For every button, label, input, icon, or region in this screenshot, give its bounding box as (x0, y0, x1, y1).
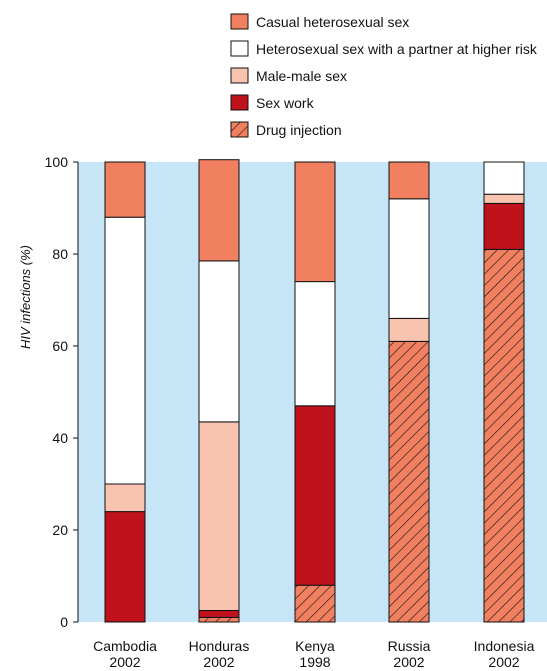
bar-segment-drug-injection (483, 248, 525, 623)
x-category-label: Honduras (189, 638, 250, 654)
x-category-year: 1998 (299, 654, 330, 670)
legend-label: Casual heterosexual sex (256, 14, 409, 30)
y-tick-label: 0 (60, 614, 68, 630)
x-category-year: 2002 (393, 654, 424, 670)
x-category-label: Russia (388, 638, 431, 654)
bar-segment-casual-heterosexual-sex (198, 159, 240, 262)
bar-segment-male-male-sex (483, 193, 525, 204)
x-category-label: Indonesia (474, 638, 535, 654)
legend-label: Male-male sex (256, 68, 347, 84)
x-category-label: Kenya (295, 638, 335, 654)
y-axis: 0 20 40 60 80 100 HIV infections (%) (18, 154, 79, 630)
legend-item: Heterosexual sex with a partner at highe… (230, 40, 538, 57)
legend-label: Sex work (256, 95, 315, 111)
bar-segment-drug-injection (388, 340, 430, 623)
bar-segment-sex-work (198, 610, 240, 618)
x-category-year: 2002 (109, 654, 140, 670)
bar-segment-casual-heterosexual-sex (104, 161, 146, 218)
bar-segment-heterosexual-sex-with-a-partner-at-higher-risk (483, 161, 525, 195)
bar-stack-indonesia (483, 161, 525, 623)
bar-stack-cambodia (104, 161, 146, 623)
bar-segment-heterosexual-sex-with-a-partner-at-higher-risk (294, 281, 336, 407)
bar-segment-heterosexual-sex-with-a-partner-at-higher-risk (388, 198, 430, 319)
y-tick-label: 20 (52, 522, 68, 538)
legend-swatch (230, 67, 249, 84)
legend-swatch (230, 121, 249, 138)
legend-item: Casual heterosexual sex (230, 13, 409, 30)
bar-segment-casual-heterosexual-sex (388, 161, 430, 200)
bar-segment-casual-heterosexual-sex (294, 161, 336, 283)
bar-segment-sex-work (294, 405, 336, 586)
legend-item: Sex work (230, 94, 315, 111)
legend-label: Drug injection (256, 122, 342, 138)
x-category-year: 2002 (488, 654, 519, 670)
legend-swatch (230, 13, 249, 30)
y-axis-label: HIV infections (%) (18, 245, 33, 349)
legend-swatch (230, 94, 249, 111)
bar-segment-drug-injection (294, 584, 336, 623)
bar-segment-male-male-sex (198, 421, 240, 611)
bar-segment-heterosexual-sex-with-a-partner-at-higher-risk (198, 260, 240, 423)
x-category-label: Cambodia (93, 638, 157, 654)
y-tick-label: 60 (52, 338, 68, 354)
bar-segment-drug-injection (198, 616, 240, 623)
legend-label: Heterosexual sex with a partner at highe… (256, 41, 538, 57)
legend: Casual heterosexual sex Heterosexual sex … (230, 13, 538, 138)
bar-segment-sex-work (104, 511, 146, 623)
bar-segment-male-male-sex (104, 483, 146, 513)
bars (104, 159, 525, 623)
legend-item: Drug injection (230, 121, 342, 138)
bar-segment-sex-work (483, 202, 525, 250)
y-tick-label: 100 (45, 154, 69, 170)
bar-segment-heterosexual-sex-with-a-partner-at-higher-risk (104, 216, 146, 485)
bar-stack-kenya (294, 161, 336, 623)
x-category-year: 2002 (203, 654, 234, 670)
bar-stack-honduras (198, 159, 240, 623)
x-axis: Cambodia2002Honduras2002Kenya1998Russia2… (93, 638, 534, 670)
y-tick-label: 80 (52, 246, 68, 262)
legend-swatch (230, 40, 249, 57)
bar-stack-russia (388, 161, 430, 623)
bar-segment-male-male-sex (388, 317, 430, 342)
y-tick-label: 40 (52, 430, 68, 446)
legend-item: Male-male sex (230, 67, 347, 84)
